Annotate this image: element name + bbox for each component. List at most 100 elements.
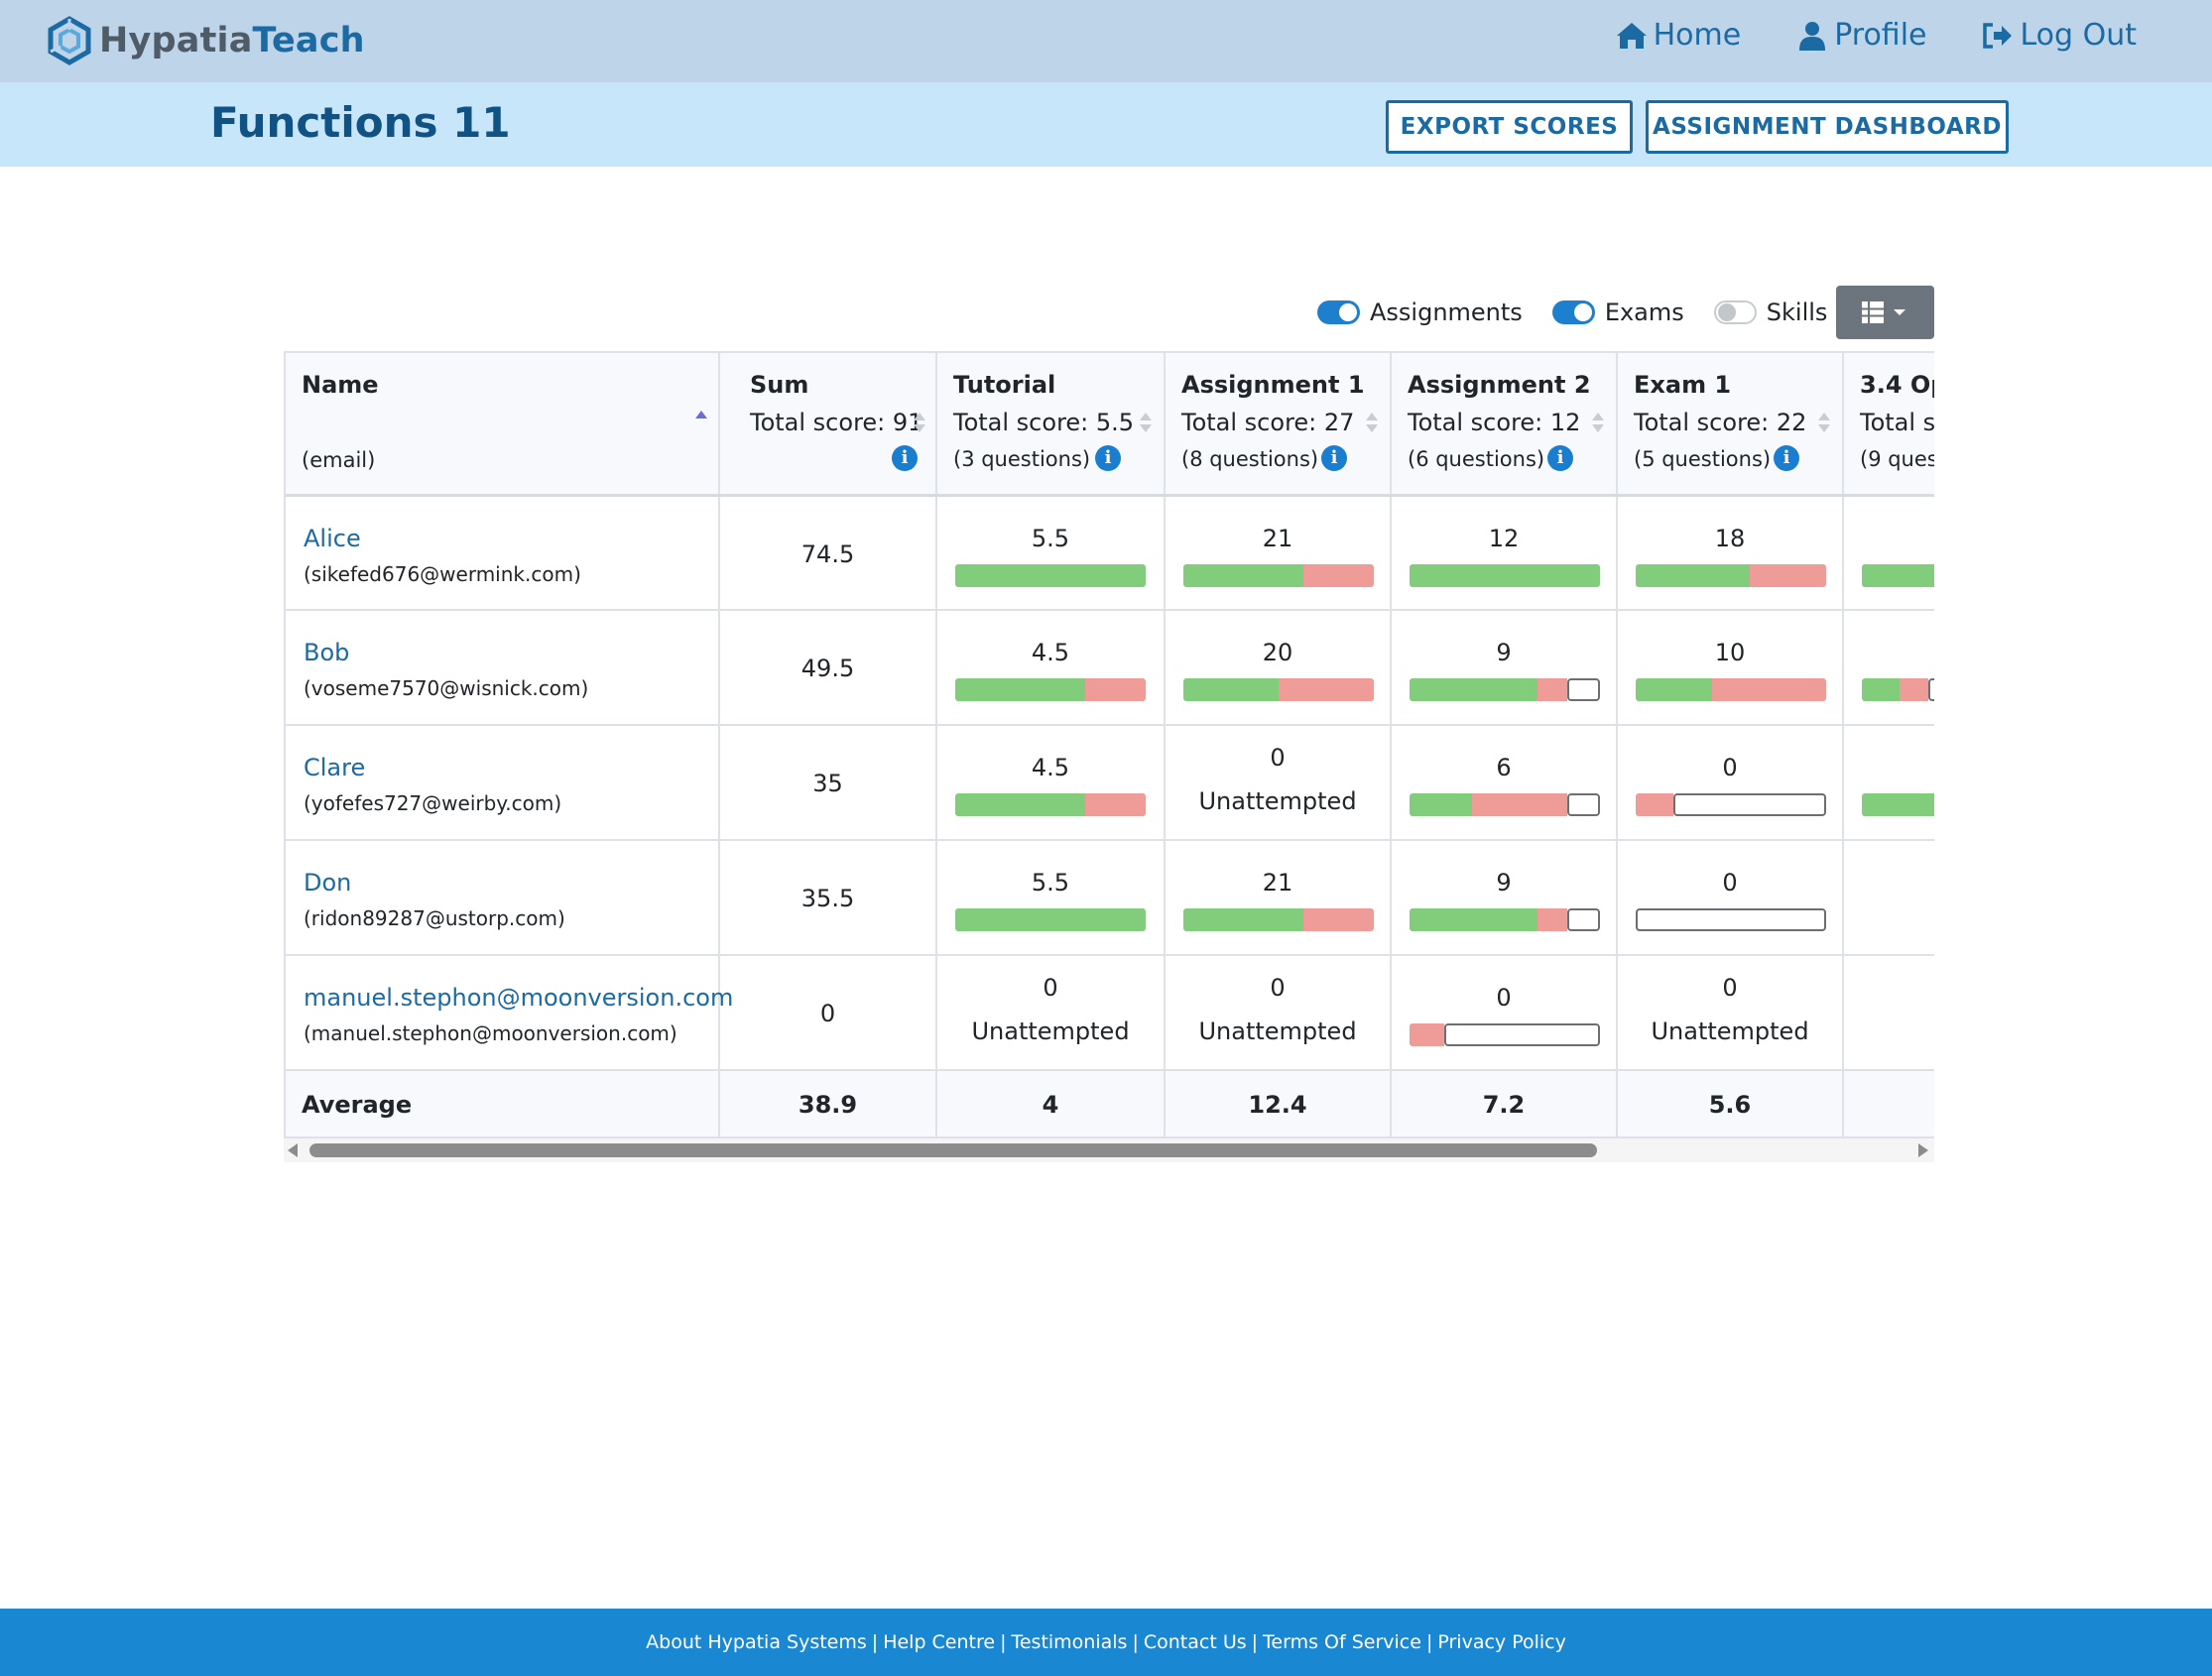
score-value: 0 xyxy=(1722,974,1738,1002)
bar-remaining-segment xyxy=(1443,1023,1600,1046)
sort-icon[interactable] xyxy=(1592,413,1604,434)
nav-home-link[interactable]: Home xyxy=(1616,18,1741,53)
sort-icon[interactable] xyxy=(914,413,925,434)
score-cell[interactable]: Una xyxy=(1843,840,1934,956)
column-picker-button[interactable] xyxy=(1836,286,1934,339)
bar-correct-segment xyxy=(955,563,1146,587)
header-name[interactable]: Name (email) xyxy=(286,353,720,497)
header-column[interactable]: 3.4 Op Total sc (9 quest xyxy=(1843,353,1934,497)
brand-logo[interactable]: HypatiaTeach xyxy=(46,15,365,66)
info-icon[interactable]: i xyxy=(1547,445,1573,471)
header-column[interactable]: Tutorial Total score: 5.5 (3 questions) … xyxy=(936,353,1166,497)
score-cell[interactable]: 21 xyxy=(1165,495,1392,611)
skills-switch[interactable] xyxy=(1713,300,1757,324)
info-icon[interactable]: i xyxy=(892,445,918,471)
gradebook-table-container[interactable]: Name (email) Sum Total score: 91 i Tutor… xyxy=(284,351,1934,1138)
scroll-left-arrow[interactable] xyxy=(288,1143,298,1157)
score-cell[interactable]: 0 xyxy=(1391,955,1618,1071)
info-icon[interactable]: i xyxy=(1095,445,1121,471)
header-column[interactable]: Assignment 1 Total score: 27 (8 question… xyxy=(1165,353,1392,497)
bar-correct-segment xyxy=(1862,793,1934,816)
score-cell[interactable]: 21 xyxy=(1165,840,1392,956)
nav-logout-label: Log Out xyxy=(2020,18,2137,53)
student-name-link[interactable]: Don xyxy=(304,869,352,897)
average-cell: 7.2 xyxy=(1391,1070,1618,1137)
student-name-link[interactable]: Alice xyxy=(304,524,361,552)
export-scores-button[interactable]: EXPORT SCORES xyxy=(1386,100,1633,154)
score-cell[interactable] xyxy=(1843,725,1934,841)
student-email: (ridon89287@ustorp.com) xyxy=(304,906,565,930)
score-cell[interactable]: 0 Unattempted xyxy=(1617,955,1844,1071)
score-cell[interactable] xyxy=(1843,610,1934,726)
bar-remaining-segment xyxy=(1928,678,1934,701)
score-cell[interactable]: 9 xyxy=(1391,840,1618,956)
sort-icon[interactable] xyxy=(1140,413,1152,434)
score-value: 21 xyxy=(1262,869,1293,897)
toggle-exams[interactable]: Exams xyxy=(1551,299,1684,326)
footer-link-testimonials[interactable]: Testimonials xyxy=(1011,1631,1128,1653)
footer-link-terms[interactable]: Terms Of Service xyxy=(1263,1631,1421,1653)
score-cell[interactable]: 18 xyxy=(1617,495,1844,611)
score-cell[interactable]: 0 Unattempted xyxy=(1165,955,1392,1071)
score-value: 5.5 xyxy=(1031,524,1070,552)
table-row: Bob (voseme7570@wisnick.com) 49.5 4.5 20 9 10 xyxy=(286,610,1934,726)
average-value: 38.9 xyxy=(798,1091,858,1119)
info-icon[interactable]: i xyxy=(1321,445,1347,471)
footer-link-privacy[interactable]: Privacy Policy xyxy=(1437,1631,1566,1653)
score-cell[interactable]: 9 xyxy=(1391,610,1618,726)
assignment-dashboard-button[interactable]: ASSIGNMENT DASHBOARD xyxy=(1646,100,2009,154)
score-cell[interactable]: 4.5 xyxy=(936,725,1166,841)
score-cell[interactable]: 20 xyxy=(1165,610,1392,726)
score-cell[interactable]: 6 xyxy=(1391,725,1618,841)
unattempted-label: Una xyxy=(1844,902,1934,930)
scrollbar-thumb[interactable] xyxy=(309,1143,1597,1157)
footer-link-about[interactable]: About Hypatia Systems xyxy=(646,1631,867,1653)
header-questions: (5 questions) xyxy=(1634,447,1772,471)
toggle-label: Assignments xyxy=(1370,299,1523,326)
bar-correct-segment xyxy=(1410,563,1600,587)
student-name-link[interactable]: Bob xyxy=(304,639,350,666)
info-icon[interactable]: i xyxy=(1774,445,1799,471)
student-cell: Alice (sikefed676@wermink.com) xyxy=(286,495,720,611)
student-name-link[interactable]: manuel.stephon@moonversion.com xyxy=(304,984,734,1012)
score-value: 9 xyxy=(1496,869,1512,897)
score-cell[interactable]: 0 xyxy=(1617,840,1844,956)
score-cell[interactable]: Una xyxy=(1843,955,1934,1071)
bar-correct-segment xyxy=(1636,563,1751,587)
sort-icon[interactable] xyxy=(695,411,707,432)
bar-incorrect-segment xyxy=(1410,1023,1444,1046)
footer-link-contact[interactable]: Contact Us xyxy=(1143,1631,1247,1653)
score-cell[interactable]: 5.5 xyxy=(936,495,1166,611)
student-name-link[interactable]: Clare xyxy=(304,754,366,781)
score-cell[interactable]: 0 xyxy=(1617,725,1844,841)
average-value: 5.6 xyxy=(1708,1091,1752,1119)
scroll-right-arrow[interactable] xyxy=(1918,1143,1928,1157)
score-cell[interactable]: 10 xyxy=(1617,610,1844,726)
header-column[interactable]: Exam 1 Total score: 22 (5 questions) i xyxy=(1617,353,1844,497)
nav-profile-link[interactable]: Profile xyxy=(1796,18,1926,53)
toggle-skills[interactable]: Skills xyxy=(1713,299,1827,326)
score-cell[interactable]: 0 Unattempted xyxy=(936,955,1166,1071)
score-cell[interactable]: 5.5 xyxy=(936,840,1166,956)
average-cell xyxy=(1843,1070,1934,1137)
score-cell[interactable]: 0 Unattempted xyxy=(1165,725,1392,841)
footer-link-help[interactable]: Help Centre xyxy=(883,1631,996,1653)
horizontal-scrollbar[interactable] xyxy=(284,1138,1934,1162)
score-cell[interactable] xyxy=(1843,495,1934,611)
sort-icon[interactable] xyxy=(1366,413,1378,434)
sum-value: 35.5 xyxy=(800,885,855,912)
bar-incorrect-segment xyxy=(1750,563,1826,587)
student-email: (voseme7570@wisnick.com) xyxy=(304,676,589,700)
score-cell[interactable]: 4.5 xyxy=(936,610,1166,726)
header-sum[interactable]: Sum Total score: 91 i xyxy=(719,353,937,497)
footer-separator: | xyxy=(1251,1631,1259,1653)
sort-icon[interactable] xyxy=(1818,413,1830,434)
header-column[interactable]: Assignment 2 Total score: 12 (6 question… xyxy=(1391,353,1618,497)
exams-switch[interactable] xyxy=(1551,300,1595,324)
score-cell[interactable]: 12 xyxy=(1391,495,1618,611)
table-row: Clare (yofefes727@weirby.com) 35 4.5 0 Unatte… xyxy=(286,725,1934,841)
assignments-switch[interactable] xyxy=(1317,300,1360,324)
score-progress-bar xyxy=(955,678,1146,701)
toggle-assignments[interactable]: Assignments xyxy=(1317,299,1523,326)
nav-logout-link[interactable]: Log Out xyxy=(1982,18,2137,53)
